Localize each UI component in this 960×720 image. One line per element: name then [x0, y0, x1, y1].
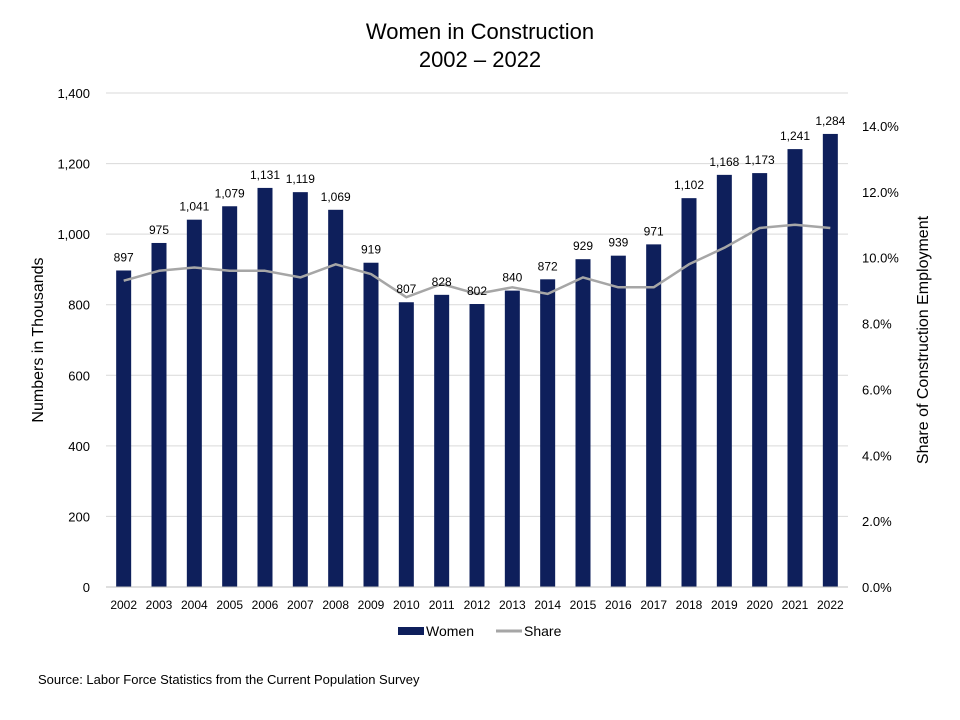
x-tick-label: 2008 [322, 598, 349, 612]
bar-women-2017 [646, 244, 662, 587]
legend-label-share: Share [524, 623, 562, 639]
data-label-women-2004: 1,041 [179, 200, 209, 214]
x-tick-label: 2012 [464, 598, 491, 612]
x-tick-label: 2009 [358, 598, 385, 612]
x-tick-label: 2006 [252, 598, 279, 612]
bar-women-2012 [469, 304, 485, 587]
bar-women-2020 [752, 173, 768, 587]
legend-swatch-women [398, 627, 424, 635]
y2-tick-label: 14.0% [862, 119, 899, 134]
data-label-women-2006: 1,131 [250, 168, 280, 182]
chart-title-line-1: Women in Construction [365, 19, 595, 44]
legend: Women Share [398, 623, 562, 639]
x-tick-label: 2004 [181, 598, 208, 612]
x-tick-label: 2011 [429, 598, 455, 612]
bar-women-2013 [504, 290, 520, 587]
x-tick-label: 2018 [676, 598, 703, 612]
data-label-women-2007: 1,119 [286, 172, 315, 186]
bar-women-2019 [716, 174, 732, 587]
chart-title-line-2: 2002 – 2022 [418, 47, 542, 72]
y-tick-label: 800 [68, 298, 90, 313]
data-label-women-2015: 929 [573, 239, 593, 253]
x-tick-label: 2022 [817, 598, 844, 612]
x-tick-label: 2013 [499, 598, 526, 612]
x-tick-label: 2014 [534, 598, 561, 612]
x-tick-label: 2005 [216, 598, 243, 612]
bar-women-2010 [398, 302, 414, 587]
y2-tick-label: 6.0% [862, 382, 892, 397]
x-tick-label: 2017 [640, 598, 667, 612]
bar-layer [116, 133, 838, 587]
y-tick-label: 400 [68, 439, 90, 454]
x-tick-label: 2021 [782, 598, 809, 612]
bar-women-2015 [575, 259, 591, 587]
bar-women-2021 [787, 149, 803, 587]
data-label-women-2005: 1,079 [215, 186, 245, 200]
data-label-women-2002: 897 [114, 250, 134, 264]
axis-layer: 0 200 400 600 800 1,000 1,200 1,400 0.0% 2.0% 4.0%… [57, 86, 899, 612]
x-tick-label: 2007 [287, 598, 314, 612]
bar-women-2016 [610, 255, 626, 587]
data-label-women-2012: 802 [467, 284, 487, 298]
x-tick-label: 2019 [711, 598, 738, 612]
bar-women-2007 [292, 192, 308, 587]
y-tick-label: 1,200 [57, 157, 90, 172]
bar-women-2003 [151, 242, 167, 587]
bar-women-2006 [257, 187, 273, 587]
data-label-women-2021: 1,241 [780, 129, 810, 143]
bar-women-2008 [328, 209, 344, 587]
data-label-women-2009: 919 [361, 243, 381, 257]
label-layer: 897 975 1,041 1,079 1,131 1,119 1,069 919 807 828… [114, 114, 846, 298]
y-tick-label: 600 [68, 368, 90, 383]
y2-tick-label: 0.0% [862, 580, 892, 595]
y2-tick-label: 10.0% [862, 251, 899, 266]
data-label-women-2020: 1,173 [745, 153, 775, 167]
bar-women-2018 [681, 198, 697, 587]
y2-tick-label: 8.0% [862, 317, 892, 332]
x-tick-label: 2015 [570, 598, 597, 612]
data-label-women-2011: 828 [432, 275, 452, 289]
data-label-women-2008: 1,069 [321, 190, 351, 204]
line-layer [123, 223, 831, 299]
x-tick-label: 2002 [110, 598, 137, 612]
y-tick-label: 1,000 [57, 227, 90, 242]
y-tick-label: 200 [68, 509, 90, 524]
bar-women-2011 [434, 294, 450, 587]
data-label-women-2022: 1,284 [815, 114, 845, 128]
x-tick-label: 2010 [393, 598, 420, 612]
data-label-women-2017: 971 [644, 224, 664, 238]
data-label-women-2018: 1,102 [674, 178, 704, 192]
y-tick-label: 0 [83, 580, 90, 595]
source-note: Source: Labor Force Statistics from the … [38, 672, 420, 687]
bar-women-2022 [822, 133, 838, 587]
y2-axis-label: Share of Construction Employment [915, 215, 932, 464]
y-axis-label: Numbers in Thousands [30, 257, 47, 422]
bar-women-2014 [540, 279, 556, 587]
y2-tick-label: 2.0% [862, 514, 892, 529]
data-label-women-2019: 1,168 [709, 155, 739, 169]
data-label-women-2013: 840 [502, 271, 522, 285]
bar-women-2009 [363, 262, 379, 587]
bar-women-2002 [116, 270, 132, 587]
data-label-women-2010: 807 [396, 282, 416, 296]
y2-tick-label: 4.0% [862, 448, 892, 463]
legend-label-women: Women [426, 623, 474, 639]
bar-women-2005 [222, 206, 238, 587]
line-share [123, 223, 831, 299]
x-tick-label: 2003 [146, 598, 173, 612]
data-label-women-2014: 872 [538, 259, 558, 273]
data-label-women-2003: 975 [149, 223, 169, 237]
x-tick-label: 2020 [746, 598, 773, 612]
data-label-women-2016: 939 [608, 236, 628, 250]
y-tick-label: 1,400 [57, 86, 90, 101]
bar-women-2004 [186, 219, 202, 587]
x-tick-label: 2016 [605, 598, 632, 612]
y2-tick-label: 12.0% [862, 185, 899, 200]
